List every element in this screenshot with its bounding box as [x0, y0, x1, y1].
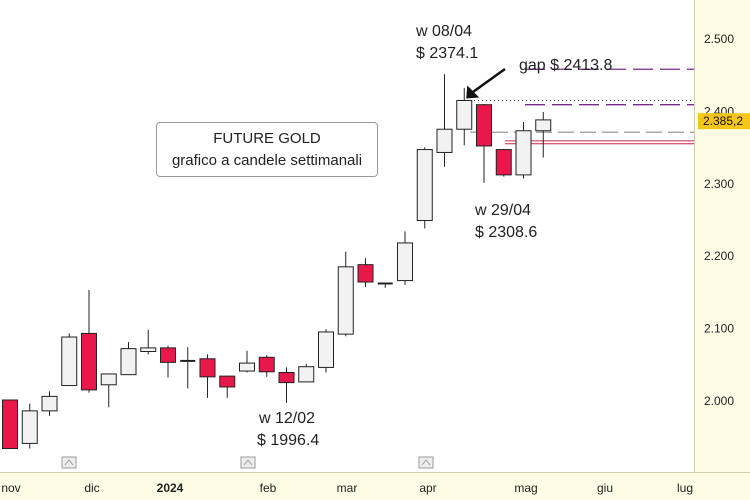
y-axis-panel: [695, 0, 750, 472]
candle-body: [219, 375, 236, 388]
candle: [377, 282, 393, 288]
candle: [258, 355, 275, 377]
candle: [397, 231, 413, 285]
candle: [120, 342, 137, 376]
current-price-label: 2.385,2: [703, 114, 743, 128]
candle: [2, 399, 18, 449]
candle-body: [278, 371, 295, 384]
annotation-w0804-price: $ 2374.1: [416, 45, 479, 62]
annotation-gap: gap $ 2413.8: [519, 57, 613, 74]
candle-body: [357, 264, 374, 283]
y-tick-label: 2.000: [704, 394, 734, 408]
candle-body: [100, 373, 117, 386]
x-tick-label: feb: [260, 481, 277, 495]
candle: [416, 147, 433, 229]
candle-body: [456, 99, 473, 130]
x-tick-label: lug: [677, 481, 693, 495]
candle-body: [397, 242, 413, 282]
candle: [140, 329, 157, 355]
candle-body: [61, 336, 78, 387]
candle-body: [515, 130, 532, 176]
x-tick-label: apr: [419, 481, 436, 495]
candle: [41, 391, 58, 416]
chart-title-box: FUTURE GOLD grafico a candele settimanal…: [156, 122, 378, 177]
candle-body: [337, 266, 354, 335]
x-tick-label: 2024: [157, 481, 184, 495]
candle: [476, 103, 492, 183]
candle-body: [21, 410, 38, 444]
annotation-w1202-price: $ 1996.4: [257, 432, 320, 449]
candle-body: [318, 331, 334, 368]
candle: [436, 74, 453, 167]
annotation-w0804-week: w 08/04: [416, 23, 473, 40]
candle-body: [416, 149, 433, 221]
candle-body: [140, 347, 157, 353]
candle-body: [2, 399, 18, 449]
candle: [160, 345, 176, 378]
gap-arrowhead: [466, 85, 480, 99]
event-flag-mark: [64, 459, 74, 466]
x-tick-label: nov: [1, 481, 20, 495]
y-tick-label: 2.300: [704, 177, 734, 191]
candle: [100, 373, 117, 408]
candle-body: [535, 119, 552, 132]
candle: [337, 251, 354, 337]
event-flag-icon: [240, 456, 256, 469]
candle-body: [436, 128, 453, 153]
candle: [535, 111, 552, 158]
y-tick-label: 2.200: [704, 249, 734, 263]
event-flag-body: [240, 456, 256, 469]
gap-arrow-line: [471, 67, 506, 94]
annotation-w2904-week: w 29/04: [475, 202, 532, 219]
candle: [357, 258, 374, 288]
event-flag-mark: [421, 459, 431, 466]
annotation-w1202-week: w 12/02: [259, 410, 316, 427]
x-tick-label: dic: [84, 481, 99, 495]
candle: [495, 148, 512, 177]
chart-subtitle: grafico a candele settimanali: [171, 152, 363, 169]
event-flag-body: [61, 456, 77, 469]
candle: [239, 350, 255, 373]
x-tick-label: mag: [514, 481, 537, 495]
y-tick-label: 2.500: [704, 32, 734, 46]
candle: [456, 88, 473, 146]
event-flag-mark: [243, 459, 253, 466]
candle-body: [495, 149, 512, 176]
annotation-w2904-price: $ 2308.6: [475, 224, 538, 241]
candle-body: [120, 348, 137, 376]
event-flag-body: [418, 456, 434, 469]
event-flag-icon: [418, 456, 434, 469]
candle-body: [298, 366, 315, 383]
candle-body: [41, 395, 58, 412]
chart-title: FUTURE GOLD: [213, 130, 321, 147]
candle-body: [239, 362, 255, 372]
event-flag-icon: [61, 456, 77, 469]
x-axis-panel: [0, 473, 750, 500]
candle: [318, 329, 334, 373]
candle: [61, 333, 78, 387]
candle-body: [160, 347, 176, 363]
x-tick-label: giu: [597, 481, 613, 495]
candle: [219, 375, 236, 398]
candle-body: [258, 356, 275, 373]
current-price-marker: [698, 113, 750, 130]
candle: [278, 367, 295, 403]
x-tick-label: mar: [337, 481, 358, 495]
candle: [21, 403, 38, 449]
candle: [81, 289, 97, 393]
candle-body: [476, 104, 492, 147]
candle: [298, 363, 315, 383]
y-tick-label: 2.100: [704, 322, 734, 336]
candle-body: [199, 358, 216, 378]
candle: [199, 354, 216, 398]
candle: [180, 347, 196, 389]
candle: [515, 122, 532, 179]
candle-body: [81, 332, 97, 391]
